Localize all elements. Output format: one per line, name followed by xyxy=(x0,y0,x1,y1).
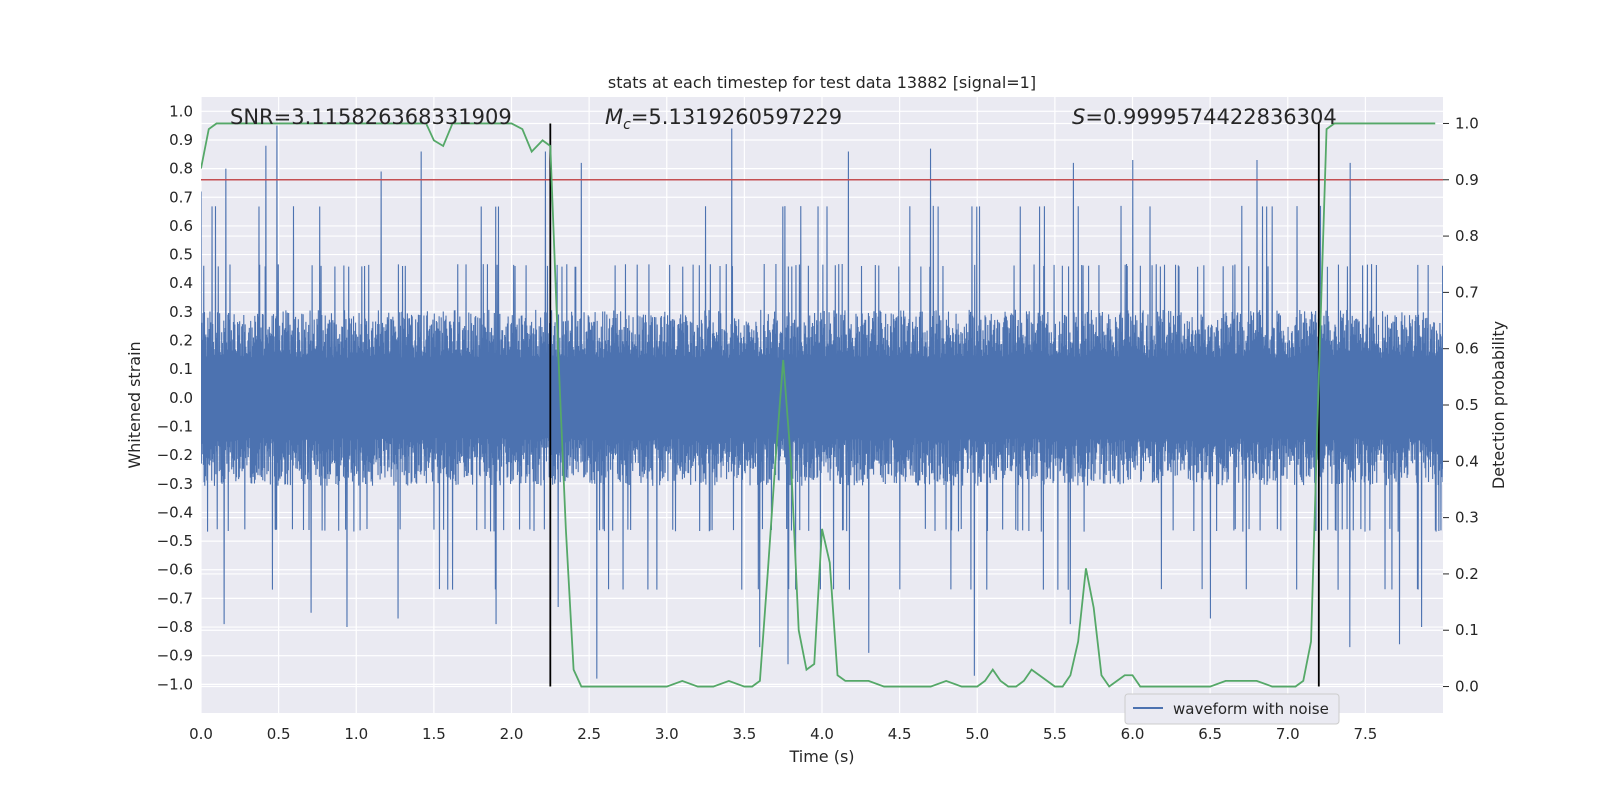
x-tick-label: 5.0 xyxy=(965,725,989,743)
y-tick-label: −0.6 xyxy=(157,561,193,579)
x-tick-label: 6.5 xyxy=(1198,725,1222,743)
chirp-mass-symbol: M xyxy=(605,105,623,129)
y-tick-label: −0.5 xyxy=(157,532,193,550)
chirp-mass-value: =5.1319260597229 xyxy=(631,105,842,129)
y2-tick-label: 0.5 xyxy=(1455,396,1479,414)
y-tick-label: 0.1 xyxy=(169,360,193,378)
x-tick-label: 7.5 xyxy=(1353,725,1377,743)
y-tick-label: −0.3 xyxy=(157,475,193,493)
x-tick-label: 4.5 xyxy=(888,725,912,743)
x-tick-label: 6.0 xyxy=(1121,725,1145,743)
x-axis-label: Time (s) xyxy=(788,747,854,766)
legend-box xyxy=(1124,693,1340,725)
y2-tick-label: 0.3 xyxy=(1455,509,1479,527)
x-tick-label: 2.0 xyxy=(500,725,524,743)
y-tick-label: 0.6 xyxy=(169,217,193,235)
y-axis-label: Whitened strain xyxy=(125,341,144,468)
score-annotation: S=0.9999574422836304 xyxy=(1072,105,1337,129)
legend: waveform with noise xyxy=(1124,693,1340,725)
chart-title: stats at each timestep for test data 138… xyxy=(608,73,1036,92)
y-tick-label: 1.0 xyxy=(169,102,193,120)
y-tick-label: 0.9 xyxy=(169,131,193,149)
y-tick-label: −0.8 xyxy=(157,618,193,636)
x-tick-label: 1.5 xyxy=(422,725,446,743)
y2-tick-label: 0.7 xyxy=(1455,283,1479,301)
y-tick-label: −1.0 xyxy=(157,675,193,693)
y2-tick-label: 0.2 xyxy=(1455,565,1479,583)
y2-axis-label: Detection probability xyxy=(1489,321,1508,489)
score-value: =0.9999574422836304 xyxy=(1085,105,1336,129)
x-tick-label: 1.0 xyxy=(344,725,368,743)
y-tick-label: 0.3 xyxy=(169,303,193,321)
x-tick-label: 2.5 xyxy=(577,725,601,743)
y2-tick-label: 0.8 xyxy=(1455,227,1479,245)
x-axis-ticks: 0.0 0.5 1.0 1.5 2.0 2.5 3.0 3.5 4.0 4.5 5.0 5.5 6.0 6… xyxy=(189,725,1377,743)
y-axis-ticks: 1.0 0.9 0.8 0.7 0.6 0.5 0.4 0.3 0.2 0.1 0.0 −0.1 −0.… xyxy=(157,102,193,693)
snr-annotation: SNR=3.115826368331909 xyxy=(230,105,512,129)
series-area xyxy=(201,122,1443,688)
x-tick-label: 7.0 xyxy=(1276,725,1300,743)
legend-label: waveform with noise xyxy=(1173,700,1329,718)
score-symbol: S xyxy=(1072,105,1085,129)
y-tick-label: −0.7 xyxy=(157,589,193,607)
chirp-mass-subscript: c xyxy=(623,117,631,133)
y-tick-label: 0.2 xyxy=(169,332,193,350)
y-tick-label: 0.8 xyxy=(169,160,193,178)
y2-tick-label: 0.6 xyxy=(1455,340,1479,358)
y2-axis-ticks: 1.0 0.9 0.8 0.7 0.6 0.5 0.4 0.3 0.2 0.1 0.0 xyxy=(1443,114,1479,696)
x-tick-label: 5.5 xyxy=(1043,725,1067,743)
y2-tick-label: 0.4 xyxy=(1455,452,1479,470)
y-tick-label: −0.2 xyxy=(157,446,193,464)
probability-line xyxy=(201,122,1436,688)
y2-tick-label: 0.9 xyxy=(1455,171,1479,189)
y-tick-label: 0.0 xyxy=(169,389,193,407)
y-tick-label: 0.4 xyxy=(169,274,193,292)
y-tick-label: 0.7 xyxy=(169,188,193,206)
x-tick-label: 3.5 xyxy=(732,725,756,743)
y-tick-label: 0.5 xyxy=(169,246,193,264)
y2-tick-label: 0.0 xyxy=(1455,678,1479,696)
y-tick-label: −0.9 xyxy=(157,647,193,665)
waveform-line xyxy=(201,125,1443,679)
x-tick-label: 4.0 xyxy=(810,725,834,743)
y2-tick-label: 1.0 xyxy=(1455,114,1479,132)
y-tick-label: −0.1 xyxy=(157,417,193,435)
x-tick-label: 3.0 xyxy=(655,725,679,743)
x-tick-label: 0.0 xyxy=(189,725,213,743)
y-tick-label: −0.4 xyxy=(157,503,193,521)
y2-tick-label: 0.1 xyxy=(1455,621,1479,639)
x-tick-label: 0.5 xyxy=(267,725,291,743)
chirp-mass-annotation: Mc=5.1319260597229 xyxy=(605,105,842,133)
